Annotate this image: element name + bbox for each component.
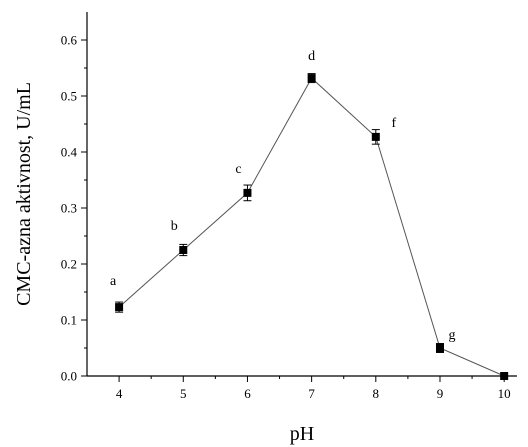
y-tick-label-6: 0.6 — [61, 33, 78, 48]
x-tick-label-4: 8 — [373, 386, 380, 401]
x-axis-title: pH — [290, 423, 314, 445]
point-label-5: g — [448, 328, 455, 343]
x-tick-label-5: 9 — [437, 386, 444, 401]
y-tick-label-4: 0.4 — [61, 145, 78, 160]
y-tick-label-2: 0.2 — [61, 257, 77, 272]
data-point-1 — [179, 246, 188, 254]
point-label-2: c — [235, 162, 241, 177]
y-axis-title: CMC-azna aktivnost, U/mL — [13, 82, 35, 306]
x-tick-label-3: 7 — [308, 386, 315, 401]
point-label-3: d — [308, 49, 315, 64]
y-tick-label-1: 0.1 — [61, 313, 77, 328]
data-point-4 — [371, 132, 380, 141]
y-tick-label-5: 0.5 — [61, 89, 77, 104]
data-point-3 — [307, 74, 316, 83]
point-label-0: a — [110, 274, 117, 289]
axes — [86, 12, 517, 377]
point-label-1: b — [171, 219, 178, 234]
data-point-0 — [115, 303, 124, 312]
data-point-5 — [435, 344, 444, 352]
data-point-2 — [243, 188, 252, 197]
series: a b c d f g — [110, 49, 509, 380]
x-tick-label-2: 6 — [244, 386, 251, 401]
data-point-6 — [500, 372, 509, 380]
ticks: 4 5 6 7 8 9 10 0.0 0.1 0.2 0.3 0.4 0.5 0.6 — [61, 33, 511, 402]
point-label-4: f — [391, 116, 396, 131]
y-tick-label-0: 0.0 — [61, 369, 77, 384]
x-tick-label-1: 5 — [180, 386, 187, 401]
x-tick-label-0: 4 — [116, 386, 123, 401]
x-tick-label-6: 10 — [498, 386, 511, 401]
y-tick-label-3: 0.3 — [61, 201, 77, 216]
